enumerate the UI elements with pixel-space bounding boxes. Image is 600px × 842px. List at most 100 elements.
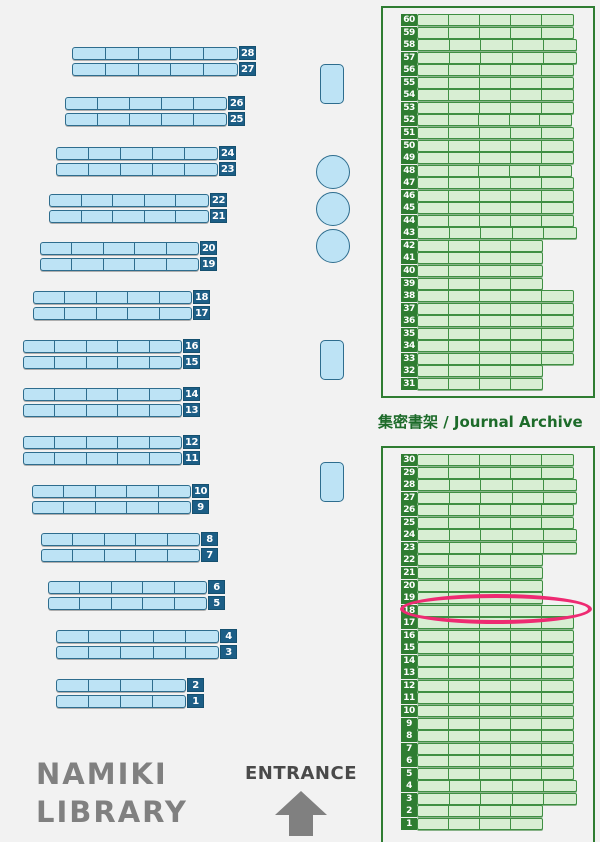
archive-number-badge[interactable]: 15 <box>401 642 417 655</box>
archive-number-badge[interactable]: 28 <box>401 479 417 492</box>
shelf-number-badge[interactable]: 5 <box>208 596 225 610</box>
shelf-bay-13[interactable]: 13 <box>23 403 200 417</box>
archive-number-badge[interactable]: 9 <box>401 717 417 730</box>
archive-number-badge[interactable]: 14 <box>401 654 417 667</box>
shelf-number-badge[interactable]: 13 <box>183 403 200 417</box>
shelf-number-badge[interactable]: 24 <box>219 146 236 160</box>
shelf-number-badge[interactable]: 22 <box>210 193 227 207</box>
shelf-number-badge[interactable]: 14 <box>183 387 200 401</box>
archive-number-badge[interactable]: 38 <box>401 290 417 303</box>
archive-row-60[interactable]: 60 <box>401 14 574 26</box>
archive-number-badge[interactable]: 51 <box>401 126 417 139</box>
archive-row-53[interactable]: 53 <box>401 101 574 114</box>
shelf-number-badge[interactable]: 8 <box>201 532 218 546</box>
shelf-bay-9[interactable]: 9 <box>32 500 209 514</box>
archive-number-badge[interactable]: 11 <box>401 692 417 705</box>
archive-row-24[interactable]: 24 <box>401 529 577 542</box>
shelf-bay-6[interactable]: 6 <box>48 580 225 594</box>
archive-row-40[interactable]: 40 <box>401 265 543 277</box>
archive-number-badge[interactable]: 20 <box>401 579 417 592</box>
archive-row-38[interactable]: 38 <box>401 290 574 303</box>
archive-number-badge[interactable]: 44 <box>401 214 417 227</box>
archive-number-badge[interactable]: 29 <box>401 466 417 479</box>
archive-number-badge[interactable]: 52 <box>401 114 417 127</box>
shelf-number-badge[interactable]: 15 <box>183 355 200 369</box>
shelf-bay-14[interactable]: 14 <box>23 387 200 401</box>
archive-row-44[interactable]: 44 <box>401 214 574 227</box>
shelf-bay-26[interactable]: 26 <box>65 96 245 110</box>
archive-number-badge[interactable]: 43 <box>401 227 417 240</box>
archive-row-29[interactable]: 29 <box>401 466 574 479</box>
archive-number-badge[interactable]: 5 <box>401 767 417 780</box>
shelf-bay-12[interactable]: 12 <box>23 435 200 449</box>
archive-number-badge[interactable]: 30 <box>401 454 417 466</box>
archive-number-badge[interactable]: 34 <box>401 340 417 353</box>
archive-row-43[interactable]: 43 <box>401 227 577 240</box>
archive-row-51[interactable]: 51 <box>401 126 574 139</box>
shelf-number-badge[interactable]: 1 <box>187 694 204 708</box>
archive-row-18[interactable]: 18 <box>401 604 574 617</box>
archive-number-badge[interactable]: 3 <box>401 792 417 805</box>
archive-number-badge[interactable]: 53 <box>401 101 417 114</box>
archive-row-22[interactable]: 22 <box>401 554 543 567</box>
archive-row-41[interactable]: 41 <box>401 252 543 265</box>
archive-number-badge[interactable]: 25 <box>401 516 417 529</box>
shelf-number-badge[interactable]: 26 <box>228 96 245 110</box>
archive-number-badge[interactable]: 46 <box>401 189 417 202</box>
archive-row-2[interactable]: 2 <box>401 805 543 818</box>
archive-number-badge[interactable]: 60 <box>401 14 417 26</box>
archive-row-47[interactable]: 47 <box>401 177 574 190</box>
shelf-bay-28[interactable]: 28 <box>72 46 256 60</box>
archive-row-35[interactable]: 35 <box>401 327 574 340</box>
archive-number-badge[interactable]: 36 <box>401 315 417 328</box>
archive-number-badge[interactable]: 10 <box>401 705 417 717</box>
archive-number-badge[interactable]: 54 <box>401 89 417 102</box>
archive-row-16[interactable]: 16 <box>401 629 574 642</box>
archive-row-46[interactable]: 46 <box>401 189 574 202</box>
archive-row-21[interactable]: 21 <box>401 566 543 579</box>
shelf-number-badge[interactable]: 11 <box>183 451 200 465</box>
round-table-3[interactable] <box>316 229 350 263</box>
archive-number-badge[interactable]: 56 <box>401 64 417 77</box>
archive-row-6[interactable]: 6 <box>401 755 574 768</box>
archive-row-15[interactable]: 15 <box>401 642 574 655</box>
archive-number-badge[interactable]: 42 <box>401 239 417 252</box>
archive-row-32[interactable]: 32 <box>401 365 543 378</box>
archive-row-9[interactable]: 9 <box>401 717 574 730</box>
shelf-number-badge[interactable]: 2 <box>187 678 204 692</box>
archive-number-badge[interactable]: 16 <box>401 629 417 642</box>
archive-row-23[interactable]: 23 <box>401 541 577 554</box>
archive-row-39[interactable]: 39 <box>401 277 543 290</box>
archive-row-57[interactable]: 57 <box>401 51 577 64</box>
archive-row-49[interactable]: 49 <box>401 152 574 165</box>
archive-number-badge[interactable]: 55 <box>401 76 417 89</box>
archive-number-badge[interactable]: 39 <box>401 277 417 290</box>
shelf-number-badge[interactable]: 19 <box>200 257 217 271</box>
archive-row-31[interactable]: 31 <box>401 377 543 390</box>
archive-row-13[interactable]: 13 <box>401 667 574 680</box>
shelf-number-badge[interactable]: 20 <box>200 241 217 255</box>
archive-number-badge[interactable]: 32 <box>401 365 417 378</box>
archive-number-badge[interactable]: 50 <box>401 139 417 152</box>
archive-row-8[interactable]: 8 <box>401 730 574 743</box>
archive-number-badge[interactable]: 35 <box>401 327 417 340</box>
archive-row-4[interactable]: 4 <box>401 780 577 793</box>
archive-number-badge[interactable]: 31 <box>401 377 417 390</box>
archive-number-badge[interactable]: 18 <box>401 604 417 617</box>
archive-number-badge[interactable]: 58 <box>401 39 417 52</box>
shelf-bay-5[interactable]: 5 <box>48 596 225 610</box>
archive-row-11[interactable]: 11 <box>401 692 574 705</box>
archive-row-50[interactable]: 50 <box>401 139 574 152</box>
shelf-bay-18[interactable]: 18 <box>33 290 210 304</box>
archive-row-7[interactable]: 7 <box>401 742 574 755</box>
shelf-number-badge[interactable]: 28 <box>239 46 256 60</box>
shelf-number-badge[interactable]: 16 <box>183 339 200 353</box>
archive-number-badge[interactable]: 27 <box>401 491 417 504</box>
archive-row-26[interactable]: 26 <box>401 504 574 517</box>
archive-number-badge[interactable]: 48 <box>401 164 417 177</box>
shelf-bay-21[interactable]: 21 <box>49 209 227 223</box>
archive-row-28[interactable]: 28 <box>401 479 577 492</box>
shelf-bay-16[interactable]: 16 <box>23 339 200 353</box>
archive-row-12[interactable]: 12 <box>401 679 574 692</box>
archive-number-badge[interactable]: 33 <box>401 352 417 365</box>
